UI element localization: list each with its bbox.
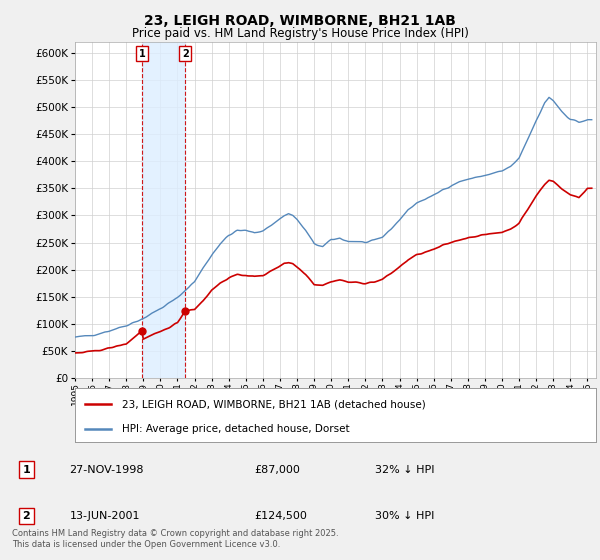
Text: 23, LEIGH ROAD, WIMBORNE, BH21 1AB (detached house): 23, LEIGH ROAD, WIMBORNE, BH21 1AB (deta… (122, 399, 425, 409)
Text: 27-NOV-1998: 27-NOV-1998 (70, 465, 144, 475)
Text: 23, LEIGH ROAD, WIMBORNE, BH21 1AB: 23, LEIGH ROAD, WIMBORNE, BH21 1AB (144, 14, 456, 28)
Text: 32% ↓ HPI: 32% ↓ HPI (375, 465, 434, 475)
Text: 1: 1 (23, 465, 30, 475)
Text: 1: 1 (139, 49, 145, 59)
Text: Contains HM Land Registry data © Crown copyright and database right 2025.
This d: Contains HM Land Registry data © Crown c… (12, 529, 338, 549)
Text: £124,500: £124,500 (254, 511, 307, 521)
Text: 2: 2 (182, 49, 188, 59)
Text: HPI: Average price, detached house, Dorset: HPI: Average price, detached house, Dors… (122, 423, 350, 433)
Text: Price paid vs. HM Land Registry's House Price Index (HPI): Price paid vs. HM Land Registry's House … (131, 27, 469, 40)
Text: 30% ↓ HPI: 30% ↓ HPI (375, 511, 434, 521)
Text: £87,000: £87,000 (254, 465, 300, 475)
Bar (142, 42, 185, 378)
Text: 13-JUN-2001: 13-JUN-2001 (70, 511, 140, 521)
Text: 2: 2 (23, 511, 30, 521)
